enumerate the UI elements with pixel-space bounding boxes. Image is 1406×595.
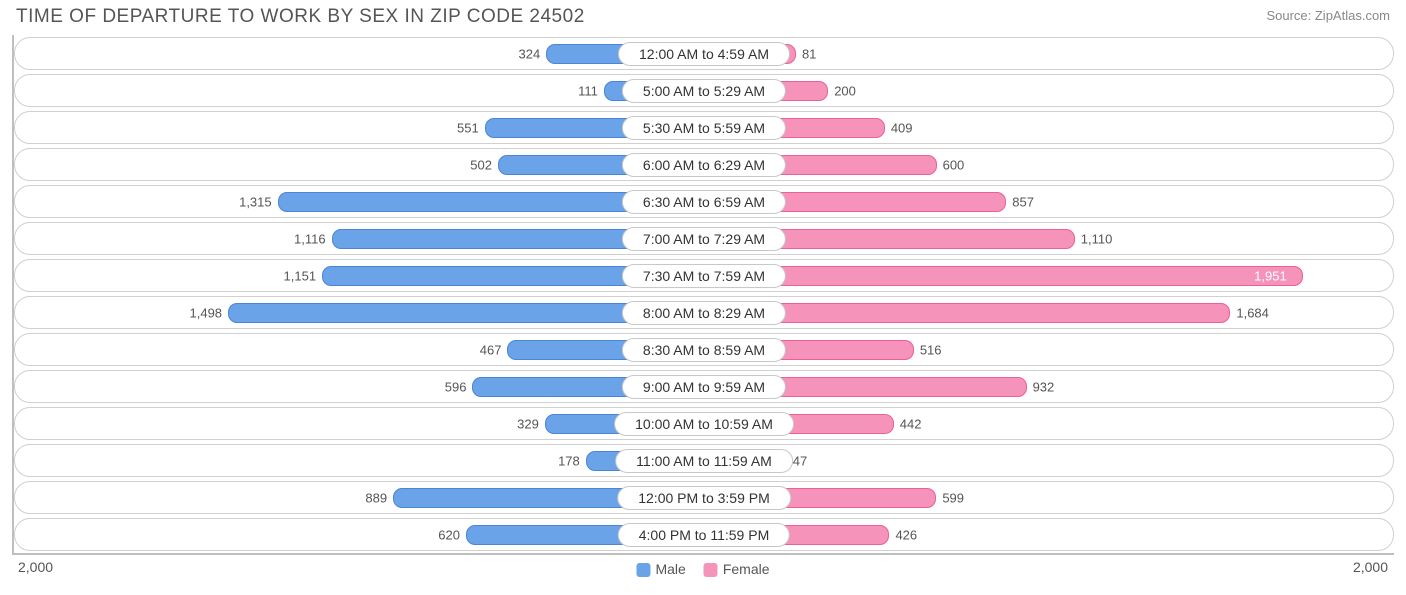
time-range-label: 8:30 AM to 8:59 AM — [622, 338, 786, 362]
male-value: 620 — [438, 527, 460, 542]
time-range-label: 8:00 AM to 8:29 AM — [622, 301, 786, 325]
male-bar — [322, 266, 636, 286]
female-value: 426 — [895, 527, 917, 542]
male-value: 1,315 — [239, 194, 272, 209]
table-row: 551 409 5:30 AM to 5:59 AM — [14, 111, 1394, 144]
male-bar — [332, 229, 636, 249]
axis-label-left: 2,000 — [18, 559, 53, 575]
female-value: 47 — [793, 453, 807, 468]
male-value: 502 — [470, 157, 492, 172]
male-swatch-icon — [636, 563, 650, 577]
time-range-label: 10:00 AM to 10:59 AM — [614, 412, 794, 436]
time-range-label: 6:00 AM to 6:29 AM — [622, 153, 786, 177]
table-row: 502 600 6:00 AM to 6:29 AM — [14, 148, 1394, 181]
legend-item-male: Male — [636, 561, 685, 577]
chart-area: 324 81 12:00 AM to 4:59 AM 111 200 5:00 AM to… — [12, 35, 1394, 555]
table-row: 889 599 12:00 PM to 3:59 PM — [14, 481, 1394, 514]
time-range-label: 5:30 AM to 5:59 AM — [622, 116, 786, 140]
female-bar — [772, 229, 1075, 249]
male-bar — [278, 192, 636, 212]
male-value: 467 — [480, 342, 502, 357]
female-bar — [772, 303, 1230, 323]
male-value: 329 — [517, 416, 539, 431]
male-value: 111 — [578, 83, 598, 98]
source-label: Source: ZipAtlas.com — [1266, 8, 1390, 23]
time-range-label: 4:00 PM to 11:59 PM — [618, 523, 790, 547]
time-range-label: 7:00 AM to 7:29 AM — [622, 227, 786, 251]
female-bar — [772, 266, 1303, 286]
female-bar — [772, 118, 885, 138]
legend-item-female: Female — [704, 561, 770, 577]
female-bar — [772, 155, 937, 175]
male-value: 1,116 — [294, 231, 326, 246]
time-range-label: 11:00 AM to 11:59 AM — [615, 449, 793, 473]
male-bar — [507, 340, 636, 360]
chart-title: TIME OF DEPARTURE TO WORK BY SEX IN ZIP … — [16, 6, 585, 28]
female-value: 600 — [943, 157, 965, 172]
time-range-label: 6:30 AM to 6:59 AM — [622, 190, 786, 214]
table-row: 1,315 857 6:30 AM to 6:59 AM — [14, 185, 1394, 218]
time-range-label: 12:00 PM to 3:59 PM — [617, 486, 791, 510]
female-value: 1,951 — [1254, 268, 1293, 283]
table-row: 1,116 1,110 7:00 AM to 7:29 AM — [14, 222, 1394, 255]
male-value: 1,151 — [284, 268, 317, 283]
table-row: 1,151 1,951 7:30 AM to 7:59 AM — [14, 259, 1394, 292]
female-value: 932 — [1033, 379, 1055, 394]
female-swatch-icon — [704, 563, 718, 577]
female-value: 442 — [900, 416, 922, 431]
female-value: 1,684 — [1236, 305, 1269, 320]
legend: Male Female — [636, 561, 769, 577]
male-value: 324 — [519, 46, 541, 61]
table-row: 111 200 5:00 AM to 5:29 AM — [14, 74, 1394, 107]
table-row: 178 4711:00 AM to 11:59 AM — [14, 444, 1394, 477]
table-row: 329 442 10:00 AM to 10:59 AM — [14, 407, 1394, 440]
male-bar — [393, 488, 636, 508]
axis-label-right: 2,000 — [1353, 559, 1388, 575]
time-range-label: 5:00 AM to 5:29 AM — [622, 79, 786, 103]
female-value: 857 — [1012, 194, 1034, 209]
female-value: 409 — [891, 120, 913, 135]
male-value: 889 — [365, 490, 387, 505]
table-row: 620 426 4:00 PM to 11:59 PM — [14, 518, 1394, 551]
time-range-label: 7:30 AM to 7:59 AM — [622, 264, 786, 288]
female-bar — [772, 340, 914, 360]
female-value: 200 — [834, 83, 856, 98]
legend-label-male: Male — [655, 561, 685, 577]
female-value: 599 — [942, 490, 964, 505]
female-value: 516 — [920, 342, 942, 357]
female-bar — [772, 377, 1027, 397]
chart-container: TIME OF DEPARTURE TO WORK BY SEX IN ZIP … — [0, 0, 1406, 595]
table-row: 324 81 12:00 AM to 4:59 AM — [14, 37, 1394, 70]
female-bar — [772, 488, 936, 508]
male-bar — [498, 155, 636, 175]
male-bar — [228, 303, 636, 323]
table-row: 1,498 1,684 8:00 AM to 8:29 AM — [14, 296, 1394, 329]
female-value: 81 — [802, 46, 816, 61]
male-value: 178 — [558, 453, 580, 468]
male-value: 596 — [445, 379, 467, 394]
male-value: 551 — [457, 120, 479, 135]
female-value: 1,110 — [1081, 231, 1113, 246]
male-bar — [466, 525, 636, 545]
male-bar — [485, 118, 636, 138]
female-bar — [772, 192, 1006, 212]
time-range-label: 12:00 AM to 4:59 AM — [618, 42, 790, 66]
male-bar — [472, 377, 636, 397]
table-row: 596 932 9:00 AM to 9:59 AM — [14, 370, 1394, 403]
time-range-label: 9:00 AM to 9:59 AM — [622, 375, 786, 399]
table-row: 467 516 8:30 AM to 8:59 AM — [14, 333, 1394, 366]
male-value: 1,498 — [190, 305, 223, 320]
legend-label-female: Female — [723, 561, 770, 577]
